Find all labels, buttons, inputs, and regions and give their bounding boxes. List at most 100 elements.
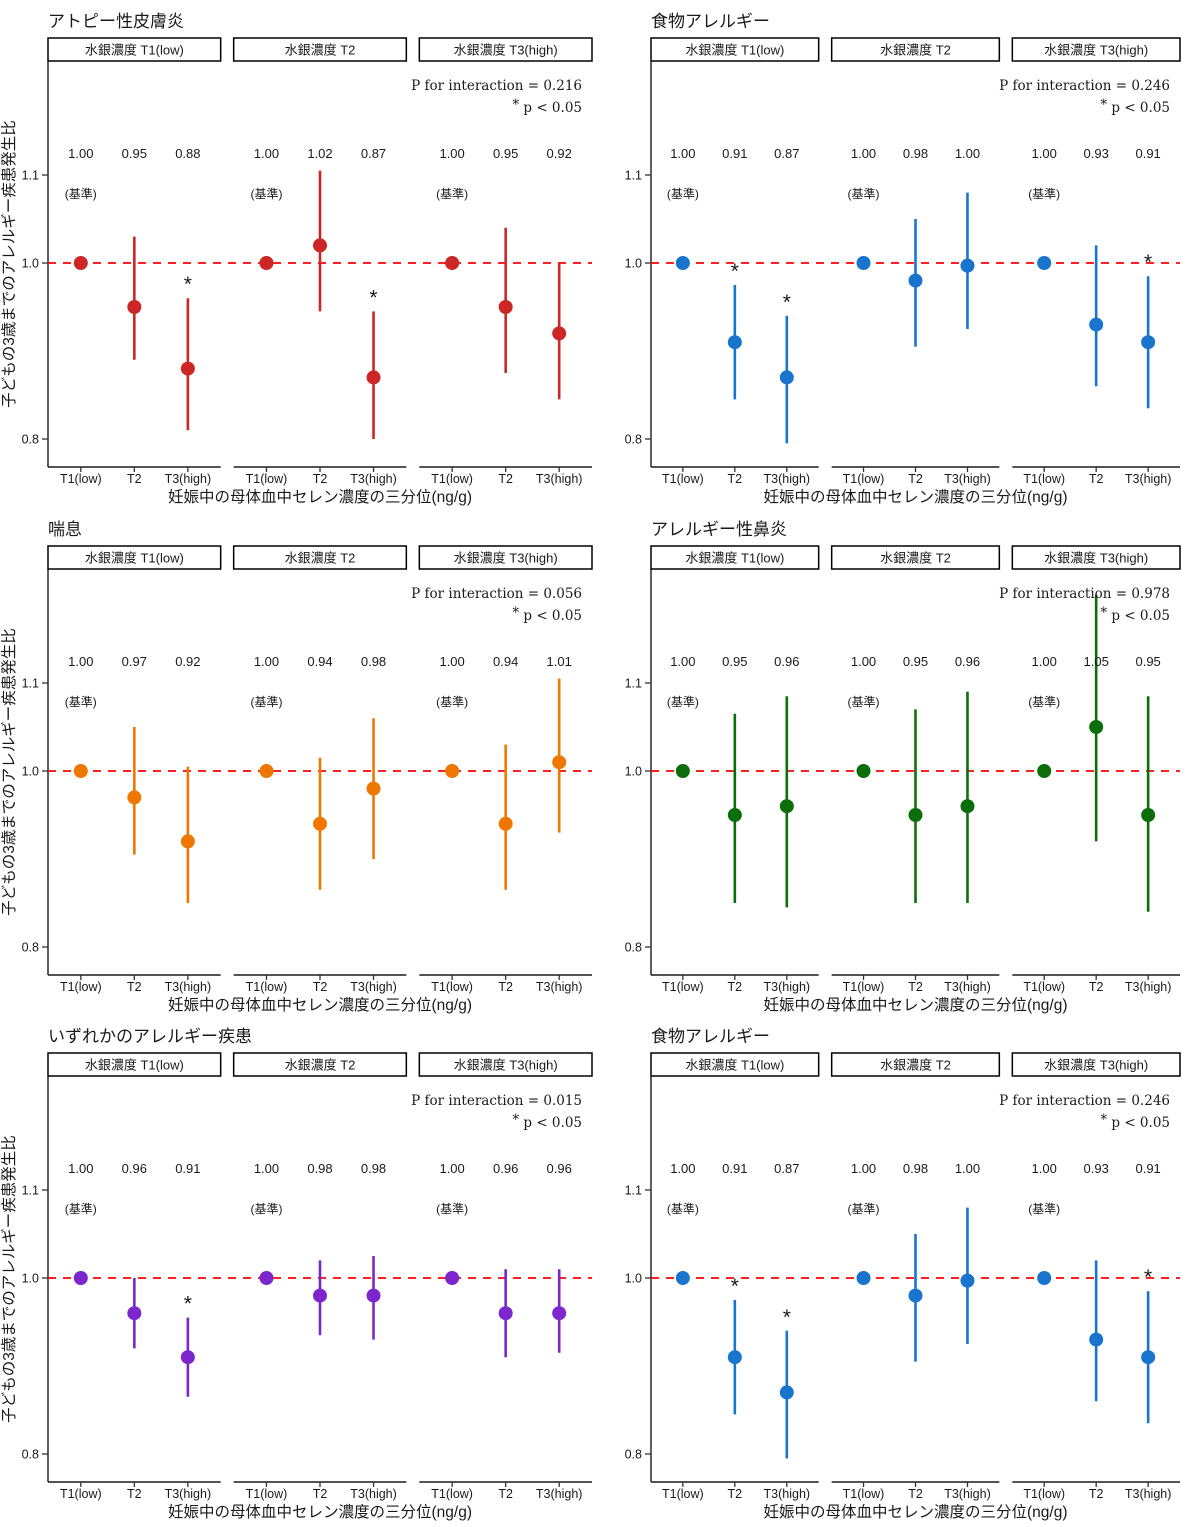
p-interaction-note: P for interaction = 0.015 <box>411 1093 582 1109</box>
or-value-label: 1.00 <box>439 146 464 161</box>
p-interaction-note: P for interaction = 0.978 <box>999 586 1170 602</box>
y-tick-label: 0.8 <box>625 432 642 446</box>
facet-strip <box>418 37 593 62</box>
point-estimate <box>313 238 327 253</box>
x-tick-label: T1(low) <box>431 472 473 486</box>
facet-strip <box>232 545 408 570</box>
baseline-label: (基準) <box>667 1201 699 1216</box>
facet-strip-label: 水銀濃度 T2 <box>880 1058 951 1073</box>
baseline-label: (基準) <box>667 694 699 709</box>
p-interaction-note: P for interaction = 0.246 <box>999 78 1170 94</box>
point-estimate <box>73 256 88 270</box>
x-tick-label: T1(low) <box>1023 980 1065 994</box>
significance-asterisk: * <box>731 260 739 283</box>
or-value-label: 0.97 <box>122 654 147 669</box>
facet-strip-label: 水銀濃度 T1(low) <box>85 43 184 58</box>
x-tick-label: T1(low) <box>843 1487 885 1501</box>
point-estimate <box>1141 1350 1156 1365</box>
or-value-label: 0.87 <box>774 1161 799 1176</box>
or-value-label: 1.00 <box>851 1161 876 1176</box>
x-tick-label: T1(low) <box>1023 1487 1065 1501</box>
point-estimate <box>180 834 195 849</box>
x-tick-label: T3(high) <box>165 1487 212 1501</box>
x-axis-title: 妊娠中の母体血中セレン濃度の三分位(ng/g) <box>764 488 1068 506</box>
facet-strip <box>650 1052 820 1077</box>
or-value-label: 1.00 <box>670 1161 695 1176</box>
facet-strip-label: 水銀濃度 T3(high) <box>1044 1058 1148 1073</box>
point-estimate <box>856 764 871 778</box>
significance-asterisk: * <box>1144 251 1152 274</box>
facet-strip-label: 水銀濃度 T1(low) <box>85 1058 184 1073</box>
facet-strip-label: 水銀濃度 T2 <box>285 551 356 566</box>
facet-strip <box>650 545 820 570</box>
x-tick-label: T2 <box>313 980 328 994</box>
x-tick-label: T3(high) <box>350 472 397 486</box>
facet-strip <box>232 37 408 62</box>
point-estimate <box>908 273 923 288</box>
or-value-label: 1.00 <box>955 1161 980 1176</box>
point-estimate <box>1089 1332 1104 1347</box>
point-estimate <box>727 335 742 350</box>
point-estimate <box>1037 764 1052 778</box>
facet-strip-label: 水銀濃度 T3(high) <box>454 1058 558 1073</box>
point-estimate <box>727 1350 742 1365</box>
x-tick-label: T3(high) <box>764 1487 811 1501</box>
point-estimate <box>180 361 195 376</box>
baseline-label: (基準) <box>436 1201 468 1216</box>
x-tick-label: T3(high) <box>165 472 212 486</box>
x-tick-label: T3(high) <box>1125 472 1172 486</box>
x-tick-label: T2 <box>908 980 923 994</box>
or-value-label: 0.95 <box>903 654 928 669</box>
facet-strip <box>47 37 222 62</box>
x-tick-label: T3(high) <box>165 980 212 994</box>
or-value-label: 0.96 <box>547 1161 572 1176</box>
point-estimate <box>960 258 975 273</box>
significance-asterisk: * <box>1144 1266 1152 1289</box>
x-tick-label: T1(low) <box>431 1487 473 1501</box>
point-estimate <box>180 1350 195 1365</box>
y-tick-label: 1.0 <box>22 1271 39 1285</box>
facet-strip <box>830 545 1001 570</box>
facet-strip-label: 水銀濃度 T1(low) <box>685 551 784 566</box>
x-tick-label: T2 <box>1089 1487 1104 1501</box>
point-estimate <box>366 781 381 796</box>
facet-strip-label: 水銀濃度 T2 <box>880 551 951 566</box>
point-estimate <box>1141 335 1156 350</box>
facet-strip <box>232 1052 408 1077</box>
or-value-label: 0.96 <box>493 1161 518 1176</box>
panel-title: アトピー性皮膚炎 <box>48 12 184 31</box>
p-interaction-note: P for interaction = 0.246 <box>999 1093 1170 1109</box>
or-value-label: 0.92 <box>547 146 572 161</box>
y-tick-label: 1.1 <box>22 168 39 182</box>
facet-strip-label: 水銀濃度 T2 <box>285 43 356 58</box>
facet-strip <box>1011 1052 1181 1077</box>
point-estimate <box>675 256 690 270</box>
x-axis-title: 妊娠中の母体血中セレン濃度の三分位(ng/g) <box>764 996 1068 1014</box>
x-tick-label: T1(low) <box>246 1487 288 1501</box>
point-estimate <box>908 1288 923 1303</box>
or-value-label: 0.96 <box>774 654 799 669</box>
sig-threshold-note: * p < 0.05 <box>512 97 582 116</box>
or-value-label: 0.91 <box>175 1161 200 1176</box>
significance-asterisk: * <box>783 291 791 314</box>
point-estimate <box>1037 1271 1052 1285</box>
or-value-label: 0.94 <box>307 654 332 669</box>
point-estimate <box>366 370 381 385</box>
or-value-label: 1.00 <box>439 1161 464 1176</box>
or-value-label: 0.95 <box>722 654 747 669</box>
x-tick-label: T1(low) <box>246 980 288 994</box>
facet-strip-label: 水銀濃度 T3(high) <box>454 551 558 566</box>
x-tick-label: T2 <box>1089 472 1104 486</box>
point-estimate <box>259 1271 274 1285</box>
panel-title: 食物アレルギー <box>651 12 770 31</box>
point-estimate <box>675 764 690 778</box>
baseline-label: (基準) <box>65 694 97 709</box>
x-tick-label: T3(high) <box>536 472 583 486</box>
y-tick-label: 0.8 <box>22 1447 39 1461</box>
point-estimate <box>779 799 794 814</box>
y-tick-label: 1.1 <box>625 1183 642 1197</box>
